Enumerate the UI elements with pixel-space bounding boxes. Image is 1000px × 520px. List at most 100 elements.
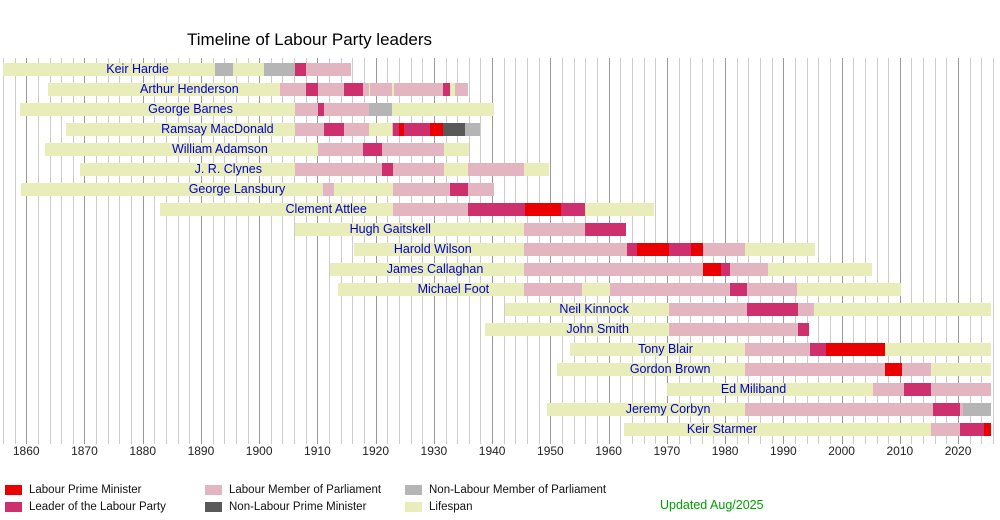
leader-row: Hugh Gaitskell [0,220,1000,240]
segment-bar-mp [294,163,445,176]
leader-name-label[interactable]: John Smith [566,322,629,336]
leader-name-label[interactable]: James Callaghan [386,262,484,276]
segment-bar-mp [872,383,991,396]
x-axis: 1860 1870 1880 1890 1900 1910 1920 1930 1940 1950… [0,444,1000,460]
legend-label: Non-Labour Member of Parliament [429,483,607,496]
legend-item-party-leader: Leader of the Labour Party [5,501,205,513]
segment-bar-nlmp [215,63,233,76]
segment-bar-mp [744,403,963,416]
plot-area: Keir Hardie Arthur Henderson George Barnes… [0,58,1000,444]
leader-name-label[interactable]: J. R. Clynes [194,162,262,176]
lifespan-bar [624,423,991,436]
gridline [829,58,831,444]
segment-bar-leader [306,83,318,96]
gridline [61,58,63,444]
segment-bar-pm [691,243,704,256]
segment-bar-leader [959,423,991,436]
segment-bar-leader [443,83,451,96]
axis-tick-label: 1980 [711,444,739,458]
gridline [212,58,214,444]
party-leader-swatch-icon [5,501,22,512]
gridline [340,58,342,444]
segment-bar-leader [318,103,324,116]
segment-bar-leader [382,163,393,176]
legend-item-non-labour-pm: Non-Labour Prime Minister [205,501,405,513]
axis-tick-label: 1910 [304,444,331,458]
axis-tick-label: 1940 [478,444,506,458]
leader-name-label[interactable]: Clement Attlee [285,202,367,216]
leader-name-label[interactable]: Keir Starmer [686,422,758,436]
axis-tick-label: 2020 [944,444,972,458]
gridline [853,58,855,444]
gridline [189,58,191,444]
gridline [923,58,925,444]
segment-bar-nlmp [263,63,295,76]
gridline [177,58,179,444]
segment-bar-mp [294,63,351,76]
updated-note: Updated Aug/2025 [660,498,764,512]
segment-bar-mp [610,283,797,296]
leader-row: William Adamson [0,140,1000,160]
segment-bar-nlpm [443,123,466,136]
leader-row: Gordon Brown [0,360,1000,380]
gridline [841,58,843,444]
labour-mp-swatch-icon [205,484,222,495]
segment-bar-mp [524,263,769,276]
segment-bar-mp [322,183,335,196]
legend-label: Labour Member of Parliament [229,483,382,496]
gridline [96,58,98,444]
segment-bar-leader [585,223,627,236]
segment-bar-pm [399,123,404,136]
gridline [247,58,249,444]
gridline [49,58,51,444]
lifespan-bar [20,103,494,116]
leader-name-label[interactable]: Arthur Henderson [140,82,239,96]
leader-name-label[interactable]: George Barnes [148,102,233,116]
gridline [969,58,971,444]
gridline [352,58,354,444]
leader-name-label[interactable]: William Adamson [171,142,268,156]
segment-bar-pm [524,203,561,216]
segment-bar-leader [323,123,345,136]
axis-tick-label: 1860 [12,444,40,458]
legend-item-labour-pm: Labour Prime Minister [5,484,205,496]
leader-row: George Barnes [0,100,1000,120]
gridline [200,58,202,444]
axis-tick-label: 1880 [129,444,157,458]
segment-bar-mp [669,323,809,336]
gridline [946,58,948,444]
leader-row: Michael Foot [0,280,1000,300]
gridline [993,58,994,444]
segment-bar-mp [393,83,445,96]
gridline [107,58,109,444]
gridline [165,58,167,444]
segment-bar-mp [744,363,931,376]
leader-name-label[interactable]: Ed Miliband [720,382,787,396]
leader-name-label[interactable]: Tony Blair [638,342,693,356]
gridline [864,58,866,444]
axis-tick-label: 1870 [71,444,98,458]
leader-name-label[interactable]: Gordon Brown [629,362,711,376]
leader-name-label[interactable]: George Lansbury [188,182,286,196]
gridline [958,58,960,444]
leader-name-label[interactable]: Neil Kinnock [559,302,629,316]
gridline [235,58,237,444]
leader-name-label[interactable]: Michael Foot [417,282,490,296]
leader-row: John Smith [0,320,1000,340]
gridline [72,58,74,444]
leader-name-label[interactable]: Keir Hardie [106,62,169,76]
leader-name-label[interactable]: Jeremy Corbyn [625,402,711,416]
labour-pm-swatch-icon [5,484,22,495]
segment-bar-pm [984,423,991,436]
segment-bar-nlmp [963,403,991,416]
leader-name-label[interactable]: Hugh Gaitskell [349,222,431,236]
leader-name-label[interactable]: Ramsay MacDonald [161,122,274,136]
leader-row: Neil Kinnock [0,300,1000,320]
gridline [317,58,319,444]
gridline [119,58,121,444]
segment-bar-leader [730,283,747,296]
leader-name-label[interactable]: Harold Wilson [393,242,472,256]
gridline [224,58,226,444]
axis-tick-label: 1930 [420,444,448,458]
gridline [282,58,284,444]
